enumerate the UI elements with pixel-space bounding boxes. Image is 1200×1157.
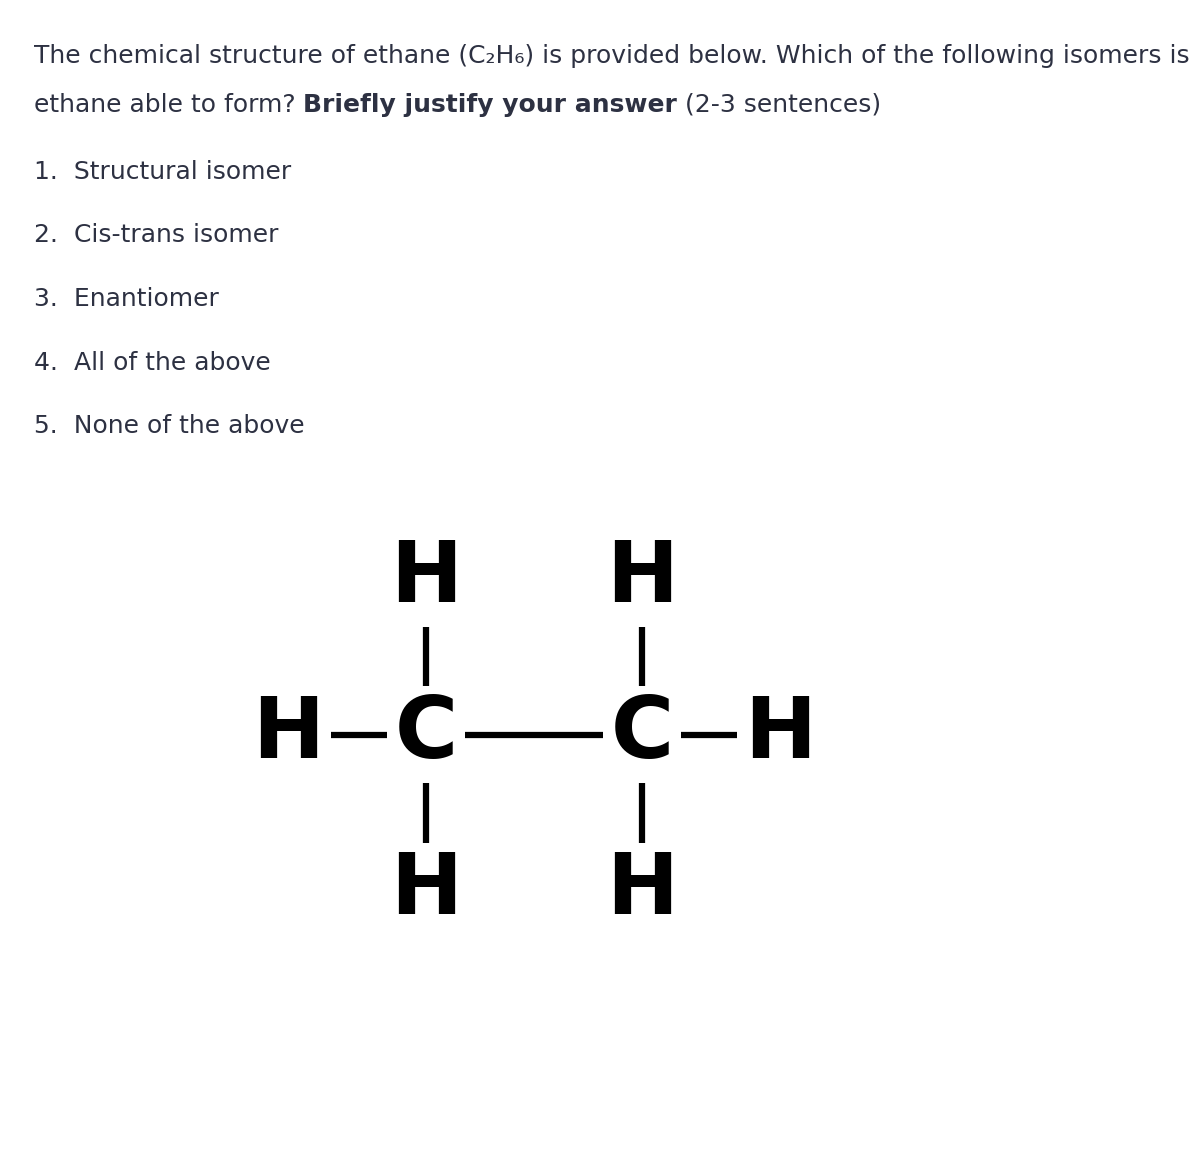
Text: H: H [744,693,816,776]
Text: (2-3 sentences): (2-3 sentences) [677,93,881,117]
Text: 3.  Enantiomer: 3. Enantiomer [34,287,218,311]
Text: 2.  Cis-trans isomer: 2. Cis-trans isomer [34,223,278,248]
Text: H: H [606,537,678,620]
Text: 1.  Structural isomer: 1. Structural isomer [34,160,290,184]
Text: H: H [390,849,462,933]
Text: H: H [252,693,324,776]
Text: Briefly justify your answer: Briefly justify your answer [304,93,677,117]
Text: C: C [611,693,673,776]
Text: The chemical structure of ethane (C₂H₆) is provided below. Which of the followin: The chemical structure of ethane (C₂H₆) … [34,44,1189,68]
Text: ethane able to form?: ethane able to form? [34,93,304,117]
Text: H: H [606,849,678,933]
Text: H: H [390,537,462,620]
Text: C: C [395,693,457,776]
Text: 5.  None of the above: 5. None of the above [34,414,305,439]
Text: 4.  All of the above: 4. All of the above [34,351,270,375]
